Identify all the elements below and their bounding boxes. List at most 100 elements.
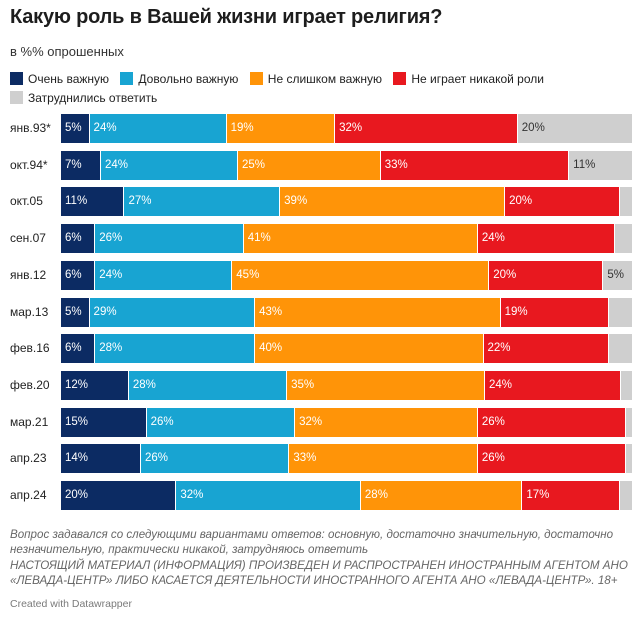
bar-segment-fairly: 24% — [89, 114, 227, 143]
bar-row: фев.20 12% 28% 35% 24% — [0, 367, 642, 404]
legend-item-fairly-important: Довольно важную — [120, 70, 238, 89]
bar-segment-notvery: 45% — [232, 260, 490, 290]
bar-segment-dk — [626, 407, 632, 437]
bar-segment-none: 17% — [522, 481, 621, 510]
row-label: апр.24 — [10, 488, 47, 502]
legend-swatch-very-important — [10, 72, 23, 85]
stacked-bar: 20% 32% 28% 17% — [61, 481, 632, 510]
bar-segment-very: 11% — [61, 187, 125, 217]
bar-segment-none: 19% — [500, 297, 610, 327]
bar-segment-very: 15% — [61, 407, 147, 437]
bar-row: мар.21 15% 26% 32% 26% — [0, 404, 642, 441]
bar-segment-fairly: 26% — [146, 407, 296, 437]
bar-segment-fairly: 28% — [95, 334, 256, 364]
bar-segment-dk: 5% — [603, 260, 632, 290]
bar-segment-dk — [614, 224, 632, 254]
bar-segment-none: 33% — [380, 150, 570, 180]
stacked-bar: 7% 24% 25% 33% 11% — [61, 150, 632, 180]
chart-notes: Вопрос задавался со следующими вариантам… — [10, 527, 635, 588]
bar-segment-fairly: 29% — [89, 297, 256, 327]
bar-segment-fairly: 28% — [128, 370, 288, 400]
stacked-bar: 15% 26% 32% 26% — [61, 407, 632, 437]
foreign-agent-note: НАСТОЯЩИЙ МАТЕРИАЛ (ИНФОРМАЦИЯ) ПРОИЗВЕД… — [10, 558, 628, 587]
stacked-bar: 5% 29% 43% 19% — [61, 297, 632, 327]
bar-row: фев.16 6% 28% 40% 22% — [0, 330, 642, 367]
legend-item-not-very-important: Не слишком важную — [249, 70, 382, 89]
bar-segment-dk: 20% — [517, 114, 632, 143]
row-label: мар.21 — [10, 414, 49, 429]
bar-segment-notvery: 41% — [243, 224, 478, 254]
bar-segment-fairly: 32% — [176, 481, 361, 510]
stacked-bar: 5% 24% 19% 32% 20% — [61, 114, 632, 143]
legend-label-no-role: Не играет никакой роли — [411, 72, 544, 86]
bar-segment-notvery: 28% — [360, 481, 523, 510]
bar-segment-none: 20% — [489, 260, 604, 290]
legend-item-dont-know: Затруднились ответить — [10, 89, 157, 108]
bar-segment-dk: 11% — [569, 150, 632, 180]
bar-segment-notvery: 39% — [280, 187, 506, 217]
stacked-bar: 6% 28% 40% 22% — [61, 334, 632, 364]
bar-segment-notvery: 35% — [287, 370, 485, 400]
bar-segment-notvery: 32% — [295, 407, 478, 437]
bar-row: янв.12 6% 24% 45% 20% 5% — [0, 257, 642, 294]
bar-segment-very: 5% — [61, 297, 90, 327]
bar-row: янв.93* 5% 24% 19% 32% 20% — [0, 110, 642, 147]
bar-segment-notvery: 33% — [289, 444, 478, 474]
row-label: окт.94* — [10, 157, 48, 172]
bar-segment-very: 6% — [61, 224, 96, 254]
bar-segment-very: 6% — [61, 334, 96, 364]
stacked-bar: 6% 24% 45% 20% 5% — [61, 260, 632, 290]
bar-segment-dk — [609, 334, 632, 364]
stacked-bar-chart: янв.93* 5% 24% 19% 32% 20% окт.94* 7% 24% 25% 33% 1… — [0, 110, 642, 515]
chart-title: Какую роль в Вашей жизни играет религия? — [10, 6, 443, 28]
chart-subtitle: в %% опрошенных — [10, 44, 124, 59]
bar-segment-fairly: 24% — [95, 260, 233, 290]
bar-segment-very: 5% — [61, 114, 90, 143]
stacked-bar: 14% 26% 33% 26% — [61, 444, 632, 474]
bar-segment-dk — [620, 481, 632, 510]
bar-segment-very: 6% — [61, 260, 96, 290]
bar-segment-dk — [620, 370, 632, 400]
bar-segment-fairly: 27% — [124, 187, 281, 217]
bar-segment-fairly: 26% — [140, 444, 290, 474]
bar-segment-none: 24% — [484, 370, 621, 400]
bar-segment-dk — [620, 187, 632, 217]
stacked-bar: 6% 26% 41% 24% — [61, 224, 632, 254]
legend-swatch-fairly-important — [120, 72, 134, 85]
bar-segment-none: 24% — [477, 224, 615, 254]
legend-label-dont-know: Затруднились ответить — [28, 91, 158, 105]
legend-item-no-role: Не играет никакой роли — [393, 70, 544, 89]
bar-segment-none: 20% — [505, 187, 621, 217]
row-label: фев.20 — [10, 377, 50, 392]
bar-segment-dk — [626, 444, 632, 474]
bar-segment-very: 7% — [61, 150, 101, 180]
row-label: янв.93* — [10, 121, 51, 135]
row-label: сен.07 — [10, 231, 46, 246]
credit-line: Created with Datawrapper — [10, 598, 132, 610]
legend-swatch-no-role — [393, 72, 407, 85]
stacked-bar: 11% 27% 39% 20% — [61, 187, 632, 217]
bar-segment-fairly: 24% — [100, 150, 238, 180]
row-label: мар.13 — [10, 304, 49, 319]
row-label: фев.16 — [10, 341, 50, 356]
legend-item-very-important: Очень важную — [10, 70, 109, 89]
legend-label-not-very-important: Не слишком важную — [267, 72, 382, 86]
legend-swatch-dont-know — [10, 91, 23, 104]
bar-segment-notvery: 25% — [238, 150, 381, 180]
bar-segment-notvery: 40% — [255, 334, 484, 364]
bar-segment-notvery: 43% — [255, 297, 501, 327]
bar-row: мар.13 5% 29% 43% 19% — [0, 294, 642, 331]
bar-segment-very: 12% — [61, 370, 129, 400]
legend-label-fairly-important: Довольно важную — [138, 72, 239, 86]
row-label: окт.05 — [10, 194, 43, 209]
bar-segment-fairly: 26% — [95, 224, 244, 254]
bar-row: апр.24 20% 32% 28% 17% — [0, 477, 642, 514]
bar-segment-dk — [609, 297, 632, 327]
bar-row: окт.94* 7% 24% 25% 33% 11% — [0, 147, 642, 184]
row-label: апр.23 — [10, 451, 47, 466]
bar-segment-none: 26% — [477, 444, 627, 474]
bar-segment-none: 32% — [335, 114, 518, 143]
bar-row: апр.23 14% 26% 33% 26% — [0, 440, 642, 477]
stacked-bar: 12% 28% 35% 24% — [61, 370, 632, 400]
bar-segment-none: 22% — [483, 334, 610, 364]
